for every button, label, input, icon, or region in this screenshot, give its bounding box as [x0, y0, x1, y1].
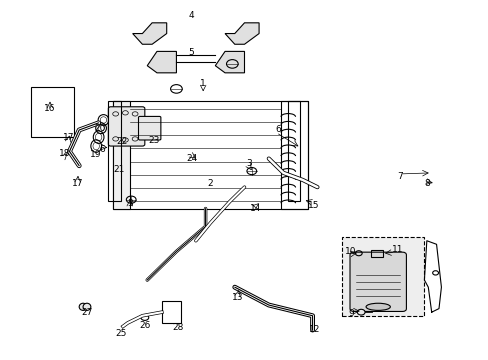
Text: 15: 15: [307, 201, 319, 210]
Text: 6: 6: [275, 126, 281, 135]
Text: 1: 1: [200, 79, 205, 88]
Text: 22: 22: [116, 137, 127, 146]
FancyBboxPatch shape: [349, 252, 406, 311]
Polygon shape: [215, 51, 244, 73]
Text: 19: 19: [90, 150, 101, 159]
Text: 26: 26: [140, 321, 151, 330]
Text: 23: 23: [147, 136, 159, 145]
Text: 17: 17: [62, 132, 74, 141]
Text: 14: 14: [249, 204, 261, 213]
Text: 5: 5: [188, 48, 194, 57]
Text: 18: 18: [59, 149, 71, 158]
Text: 7: 7: [396, 172, 402, 181]
Text: 16: 16: [44, 104, 56, 113]
Text: 3: 3: [246, 159, 252, 168]
Text: 20: 20: [94, 124, 105, 133]
Ellipse shape: [366, 303, 389, 310]
Text: 12: 12: [308, 325, 320, 334]
Text: 3: 3: [127, 199, 133, 208]
Text: 25: 25: [115, 329, 126, 338]
Bar: [287, 102, 300, 202]
Text: 2: 2: [207, 179, 213, 188]
Bar: [162, 301, 181, 323]
Bar: [370, 250, 382, 257]
Text: 28: 28: [172, 323, 183, 332]
Text: 6: 6: [100, 145, 105, 154]
Text: 21: 21: [114, 165, 125, 174]
Bar: [341, 237, 424, 316]
Ellipse shape: [79, 303, 87, 310]
Polygon shape: [224, 23, 259, 44]
FancyBboxPatch shape: [108, 107, 144, 146]
Bar: [281, 102, 307, 208]
Bar: [113, 102, 307, 208]
Text: 13: 13: [231, 293, 243, 302]
Text: 10: 10: [344, 247, 356, 256]
Text: 9: 9: [348, 309, 354, 318]
Circle shape: [357, 309, 365, 315]
FancyBboxPatch shape: [138, 116, 161, 140]
Text: 8: 8: [423, 179, 429, 188]
Text: 11: 11: [391, 245, 403, 254]
Text: 24: 24: [186, 154, 198, 163]
Text: 17: 17: [72, 179, 83, 188]
Polygon shape: [132, 23, 166, 44]
Bar: [108, 102, 120, 202]
Bar: [30, 87, 74, 137]
Polygon shape: [147, 51, 176, 73]
Bar: [113, 102, 130, 208]
Text: 4: 4: [188, 11, 193, 20]
Ellipse shape: [83, 303, 91, 310]
Text: 27: 27: [81, 309, 92, 318]
